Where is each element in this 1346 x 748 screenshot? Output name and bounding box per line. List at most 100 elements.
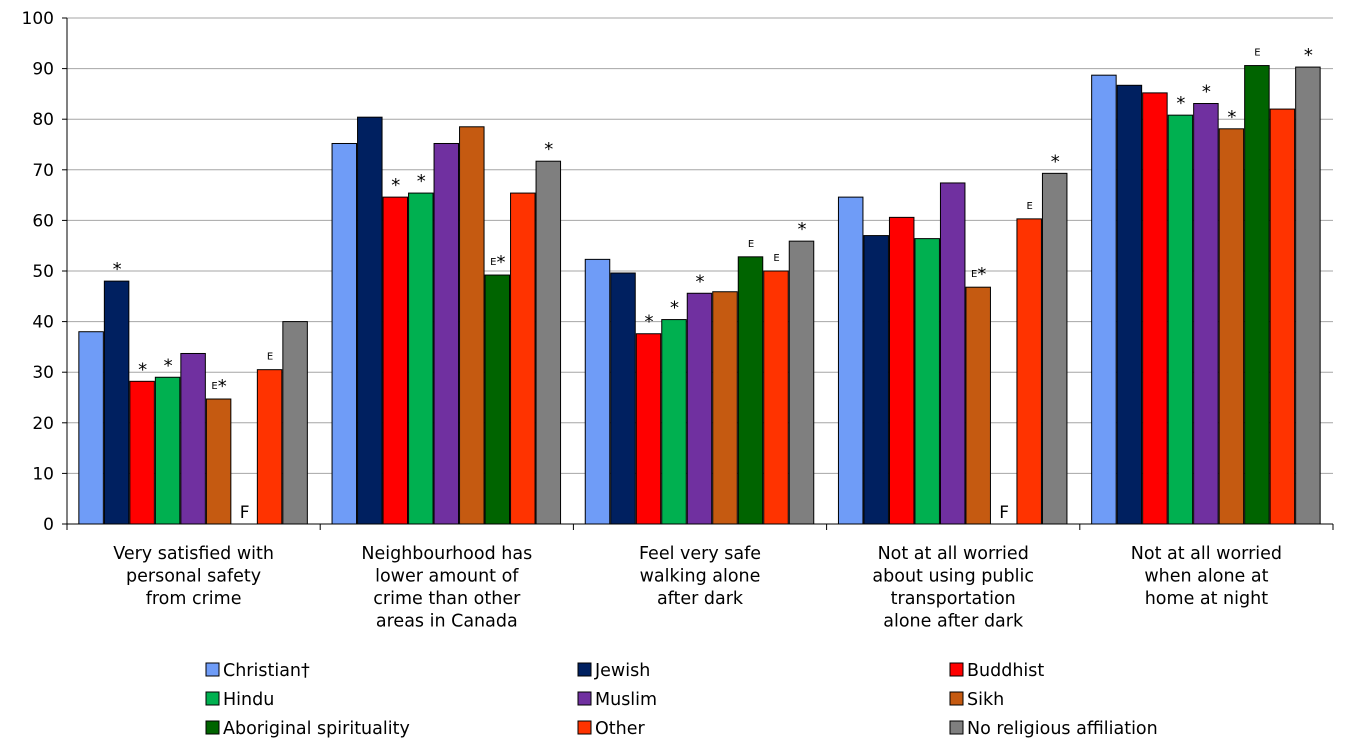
- legend-label: Aboriginal spirituality: [223, 719, 410, 739]
- category-label: home at night: [1145, 589, 1268, 609]
- legend-swatch: [578, 692, 591, 705]
- bar: [764, 271, 789, 524]
- significance-flag: *: [113, 259, 122, 280]
- legend-swatch: [206, 663, 219, 676]
- bar: [738, 257, 763, 524]
- legend-swatch: [206, 692, 219, 705]
- bar: [104, 281, 129, 524]
- bar: [1219, 129, 1244, 524]
- significance-flag: *: [138, 359, 147, 380]
- bar: [611, 273, 636, 524]
- bar: [1092, 75, 1117, 524]
- y-tick-label: 100: [22, 9, 54, 29]
- bar: [485, 275, 510, 524]
- bar: [940, 183, 965, 524]
- significance-flag: E: [748, 239, 754, 250]
- bar: [536, 161, 561, 524]
- legend-label: Muslim: [595, 690, 657, 710]
- legend-label: Jewish: [594, 661, 650, 681]
- significance-flag: *: [391, 175, 400, 196]
- category-label: walking alone: [640, 567, 761, 587]
- y-tick-label: 0: [43, 515, 54, 535]
- bar: [864, 236, 889, 524]
- significance-flag: *: [1051, 151, 1060, 172]
- category-label: Not at all worried: [878, 544, 1029, 564]
- category-label: from crime: [146, 589, 242, 609]
- bar: [79, 332, 104, 524]
- bar: [585, 259, 610, 524]
- bar: [460, 127, 485, 524]
- category-label: alone after dark: [883, 612, 1024, 632]
- significance-flag: *: [798, 219, 807, 240]
- y-tick-label: 60: [32, 211, 54, 231]
- significance-flag: *: [1227, 107, 1236, 128]
- significance-flag: E: [773, 253, 779, 264]
- bar: [155, 377, 180, 524]
- bar: [1270, 109, 1295, 524]
- significance-flag: E*: [490, 252, 505, 273]
- category-label: Not at all worried: [1131, 544, 1282, 564]
- bar: [1143, 93, 1168, 524]
- significance-flag: *: [417, 171, 426, 192]
- bar: [636, 334, 661, 524]
- y-tick-label: 30: [32, 363, 54, 383]
- bar: [511, 193, 536, 524]
- bar: [713, 292, 738, 524]
- bar: [838, 197, 863, 524]
- bar: [358, 117, 383, 524]
- category-label: personal safety: [126, 567, 261, 587]
- significance-flag: *: [1176, 93, 1185, 114]
- significance-flag: E: [267, 352, 273, 363]
- significance-flag: E*: [211, 376, 226, 397]
- significance-flag: E*: [971, 264, 986, 285]
- bar: [889, 217, 914, 524]
- legend-label: No religious affiliation: [967, 719, 1158, 739]
- category-label: areas in Canada: [376, 612, 518, 632]
- category-label: Neighbourhood has: [361, 544, 532, 564]
- y-tick-label: 20: [32, 414, 54, 434]
- legend-swatch: [950, 663, 963, 676]
- bar: [257, 370, 282, 524]
- bar: [383, 197, 408, 524]
- significance-flag: E: [1027, 201, 1033, 212]
- bar: [662, 320, 687, 524]
- bar: [1245, 66, 1270, 524]
- y-tick-label: 80: [32, 110, 54, 130]
- bar: [409, 193, 434, 524]
- bar: [434, 143, 459, 524]
- legend-swatch: [950, 721, 963, 734]
- y-tick-label: 10: [32, 464, 54, 484]
- y-tick-label: 50: [32, 262, 54, 282]
- bar: [283, 322, 308, 524]
- category-label: Very satisfied with: [113, 544, 274, 564]
- bar: [1194, 104, 1219, 524]
- legend-label: Hindu: [223, 690, 274, 710]
- legend-swatch: [950, 692, 963, 705]
- significance-flag: E: [1254, 48, 1260, 59]
- category-label: when alone at: [1144, 567, 1268, 587]
- significance-flag: *: [645, 312, 654, 333]
- legend-swatch: [206, 721, 219, 734]
- bar: [1168, 115, 1193, 524]
- category-label: about using public: [872, 567, 1034, 587]
- legend-label: Other: [595, 719, 645, 739]
- category-label: Feel very safe: [639, 544, 761, 564]
- significance-flag: *: [544, 139, 553, 160]
- category-label: after dark: [657, 589, 744, 609]
- bar: [1117, 85, 1142, 524]
- bar: [130, 381, 155, 524]
- y-tick-label: 70: [32, 161, 54, 181]
- category-label: crime than other: [373, 589, 521, 609]
- suppressed-flag: F: [999, 503, 1009, 523]
- bar: [687, 293, 712, 524]
- bar: [332, 143, 357, 524]
- y-tick-label: 40: [32, 313, 54, 333]
- suppressed-flag: F: [240, 503, 250, 523]
- legend-label: Sikh: [967, 690, 1004, 710]
- category-label: transportation: [891, 589, 1016, 609]
- y-tick-label: 90: [32, 60, 54, 80]
- significance-flag: *: [164, 355, 173, 376]
- legend-label: Buddhist: [967, 661, 1044, 681]
- bar: [1296, 67, 1321, 524]
- category-label: lower amount of: [375, 567, 519, 587]
